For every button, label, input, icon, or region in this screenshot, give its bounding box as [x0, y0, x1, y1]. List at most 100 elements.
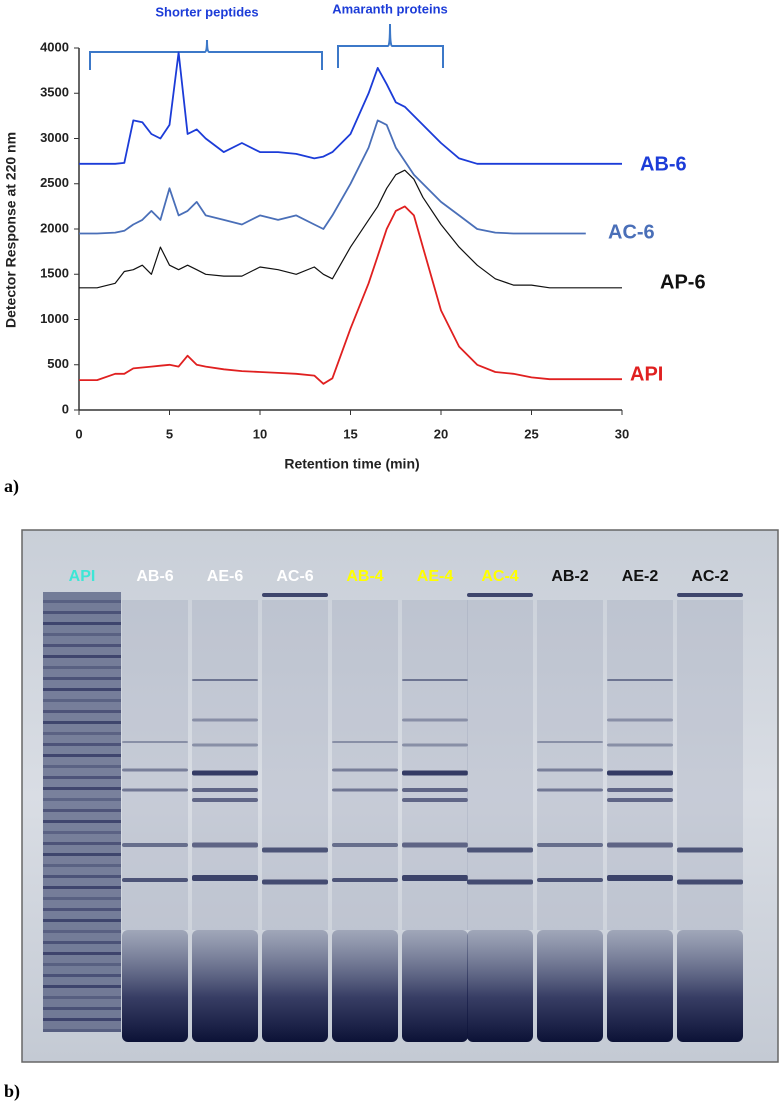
band [43, 754, 121, 757]
band [192, 743, 258, 747]
panel-label: a) [4, 476, 19, 497]
gel-image: API AB-6 AE-6 AC-6 AB-4 AE-4 AC-4 AB-2 AE-2 AC-2 [21, 529, 779, 1063]
band [43, 864, 121, 867]
band [122, 768, 188, 772]
band [262, 879, 328, 885]
band [192, 842, 258, 848]
lane-label: API [69, 568, 96, 585]
y-tick-label: 3000 [40, 130, 69, 145]
band [677, 879, 743, 885]
band [43, 930, 121, 933]
band [43, 677, 121, 680]
band [262, 847, 328, 853]
panel-label: b) [4, 1081, 20, 1102]
lane-label: AB-6 [136, 568, 173, 585]
series-line [79, 169, 622, 289]
band [467, 879, 533, 885]
lane-smear [122, 600, 188, 930]
band [43, 666, 121, 669]
band [607, 875, 673, 881]
series-label: AC-6 [608, 221, 655, 243]
band [43, 908, 121, 911]
series-label: AB-6 [640, 153, 687, 175]
band [192, 718, 258, 722]
band [402, 842, 468, 848]
annotation: Amaranth proteins [332, 1, 448, 16]
band [43, 1029, 121, 1032]
lane-smear [262, 600, 328, 930]
lane-smear [677, 600, 743, 930]
y-axis-title: Detector Response at 220 nm [3, 132, 19, 328]
band [43, 721, 121, 724]
lane-label: AE-2 [622, 568, 659, 585]
band [43, 974, 121, 977]
bracket [89, 39, 323, 70]
band [43, 600, 121, 603]
band [43, 831, 121, 834]
band [402, 679, 468, 681]
band [43, 1007, 121, 1010]
band [402, 743, 468, 747]
x-tick-label: 10 [253, 426, 267, 441]
band [43, 941, 121, 944]
band [43, 798, 121, 801]
band [43, 919, 121, 922]
band [402, 875, 468, 881]
band [332, 741, 398, 743]
band [43, 622, 121, 625]
band [607, 743, 673, 747]
lane-label: AB-2 [551, 568, 588, 585]
band [607, 770, 673, 776]
x-axis-title: Retention time (min) [284, 456, 419, 472]
x-tick-label: 25 [524, 426, 538, 441]
band [607, 842, 673, 848]
lane-smear [332, 600, 398, 930]
band [467, 593, 533, 597]
y-tick-label: 4000 [40, 39, 69, 54]
band [677, 593, 743, 597]
lane-label: AC-6 [276, 568, 313, 585]
lane-blob [122, 930, 188, 1042]
lane-blob [332, 930, 398, 1042]
band [43, 842, 121, 845]
band [43, 743, 121, 746]
band [332, 878, 398, 882]
lane-label: AE-4 [417, 568, 454, 585]
lane-blob [467, 930, 533, 1042]
band [677, 847, 743, 853]
band [332, 788, 398, 792]
band [402, 788, 468, 792]
band [192, 770, 258, 776]
chromatogram: Shorter peptides Amaranth proteins Reten… [3, 1, 706, 497]
series-label: AP-6 [660, 271, 706, 293]
x-tick-label: 5 [166, 426, 173, 441]
band [43, 611, 121, 614]
x-tick-label: 20 [434, 426, 448, 441]
band [43, 644, 121, 647]
band [537, 768, 603, 772]
lane-smear [537, 600, 603, 930]
band [43, 633, 121, 636]
band [402, 770, 468, 776]
band [43, 765, 121, 768]
lane-label: AE-6 [207, 568, 244, 585]
lane-blob [537, 930, 603, 1042]
band [537, 741, 603, 743]
band [122, 878, 188, 882]
band [607, 788, 673, 792]
lane-smear [467, 600, 533, 930]
band [607, 718, 673, 722]
band [43, 963, 121, 966]
band [43, 710, 121, 713]
lane-label: AC-4 [481, 568, 518, 585]
lane-blob [192, 930, 258, 1042]
band [43, 1018, 121, 1021]
band [43, 820, 121, 823]
x-tick-label: 30 [615, 426, 629, 441]
band [537, 843, 603, 847]
lane-label: AB-4 [346, 568, 383, 585]
y-tick-label: 3500 [40, 85, 69, 100]
band [192, 798, 258, 802]
band [43, 996, 121, 999]
